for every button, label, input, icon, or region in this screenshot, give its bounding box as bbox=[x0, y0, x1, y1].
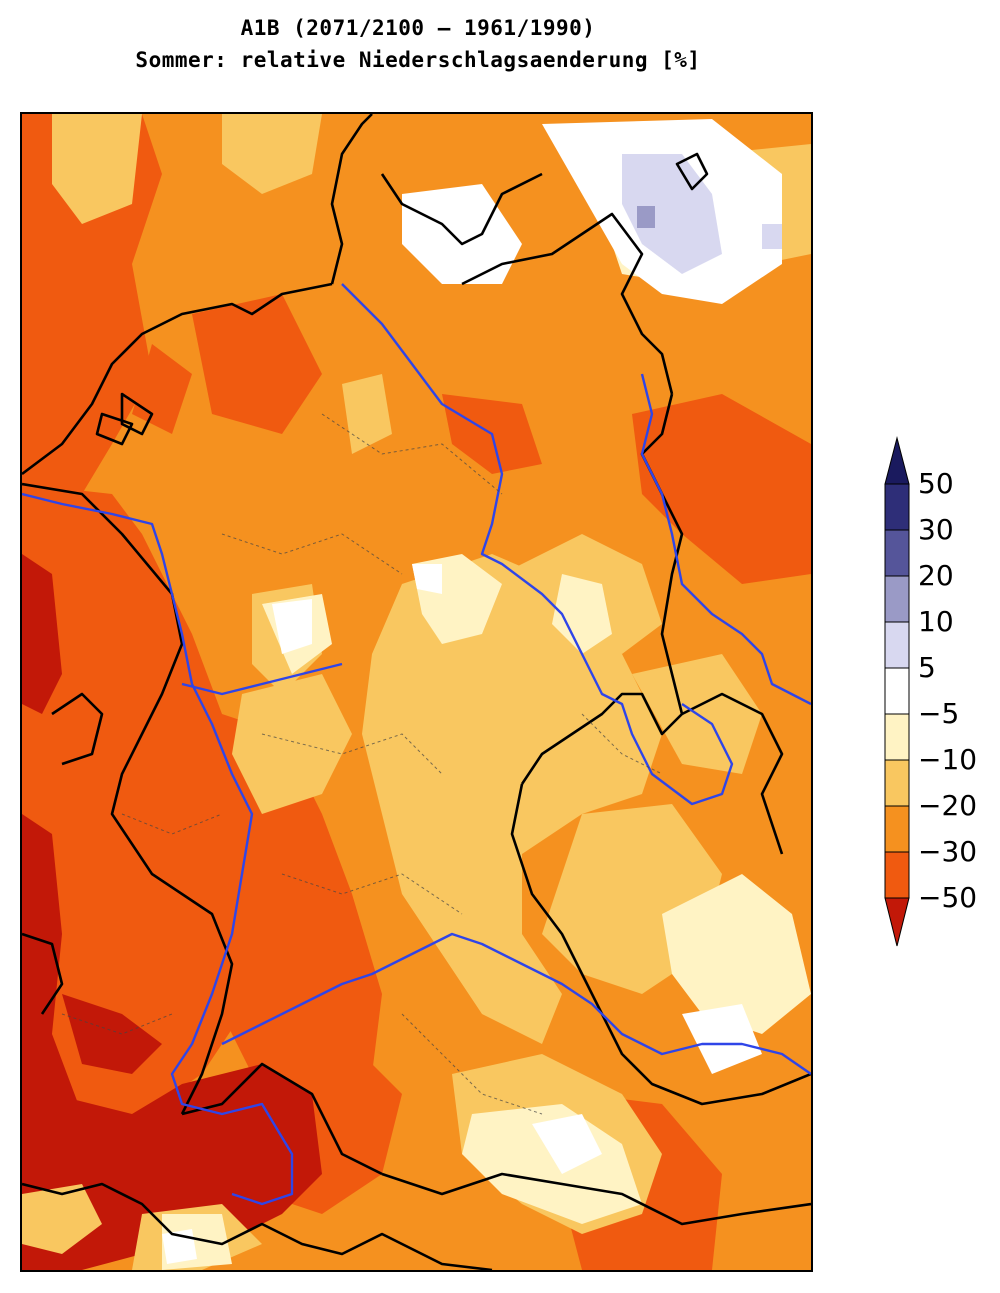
regional-boundaries bbox=[61, 413, 663, 1115]
colorbar-tick-label: 30 bbox=[918, 513, 954, 546]
colorbar-tick-label: 5 bbox=[918, 651, 936, 684]
colorbar-swatch bbox=[884, 575, 910, 623]
title-line-1: A1B (2071/2100 – 1961/1990) bbox=[240, 16, 596, 40]
colorbar-tick-label: 50 bbox=[918, 467, 954, 500]
map-title: A1B (2071/2100 – 1961/1990) Sommer: rela… bbox=[0, 12, 836, 76]
colorbar-swatch bbox=[884, 529, 910, 577]
colorbar-swatch bbox=[884, 483, 910, 531]
precipitation-change-map bbox=[22, 114, 811, 1270]
colorbar-swatch bbox=[884, 713, 910, 761]
colorbar-tick-label: −30 bbox=[918, 835, 978, 868]
title-line-2: Sommer: relative Niederschlagsaenderung … bbox=[135, 48, 701, 72]
colorbar-tick-label: −50 bbox=[918, 881, 978, 914]
precipitation-fields bbox=[22, 114, 811, 1270]
colorbar-arrow-top bbox=[884, 436, 910, 485]
colorbar-swatch bbox=[884, 805, 910, 853]
colorbar-swatch bbox=[884, 621, 910, 669]
colorbar-arrow-bottom bbox=[884, 897, 910, 947]
colorbar-swatch bbox=[884, 667, 910, 715]
colorbar-tick-label: 10 bbox=[918, 605, 954, 638]
colorbar bbox=[884, 436, 910, 947]
colorbar-tick-label: −20 bbox=[918, 789, 978, 822]
map-panel bbox=[20, 112, 813, 1272]
colorbar-tick-label: −10 bbox=[918, 743, 978, 776]
colorbar-tick-label: 20 bbox=[918, 559, 954, 592]
colorbar-swatch bbox=[884, 851, 910, 899]
rivers bbox=[22, 283, 811, 1206]
colorbar-swatch bbox=[884, 759, 910, 807]
colorbar-tick-label: −5 bbox=[918, 697, 960, 730]
